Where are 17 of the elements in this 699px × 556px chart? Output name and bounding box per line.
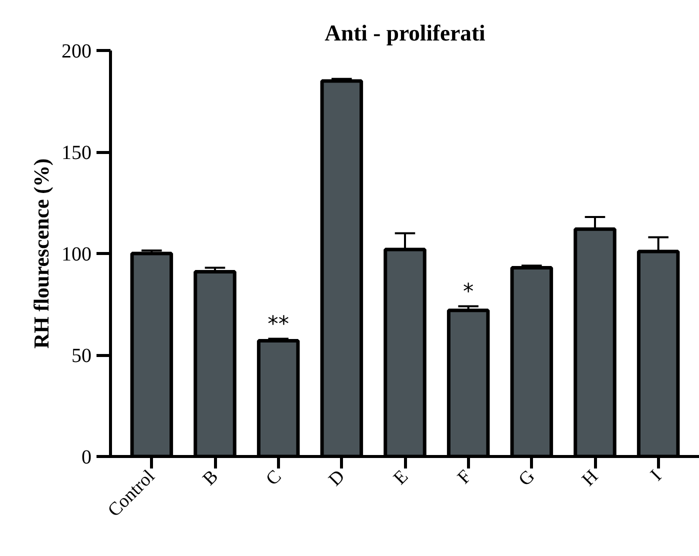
y-tick-label: 150 [62,142,92,164]
y-tick-label: 0 [82,446,92,468]
x-tick-label: B [198,466,222,490]
y-tick-label: 200 [62,40,92,62]
chart-title: Anti - proliferati [324,20,486,46]
y-tick-label: 50 [72,345,92,367]
x-tick-label: G [514,466,540,490]
y-tick-label: 100 [62,244,92,266]
x-tick-label: D [324,466,350,490]
annotation: ** [268,312,290,337]
x-tick-label: E [390,466,412,489]
y-axis-title: RH flourescence (%) [30,158,54,349]
x-tick-label: I [646,466,666,486]
x-tick-label: F [454,466,476,488]
x-tick-label: H [578,466,602,490]
x-tick-label: C [262,466,286,490]
annotation: * [463,279,474,304]
